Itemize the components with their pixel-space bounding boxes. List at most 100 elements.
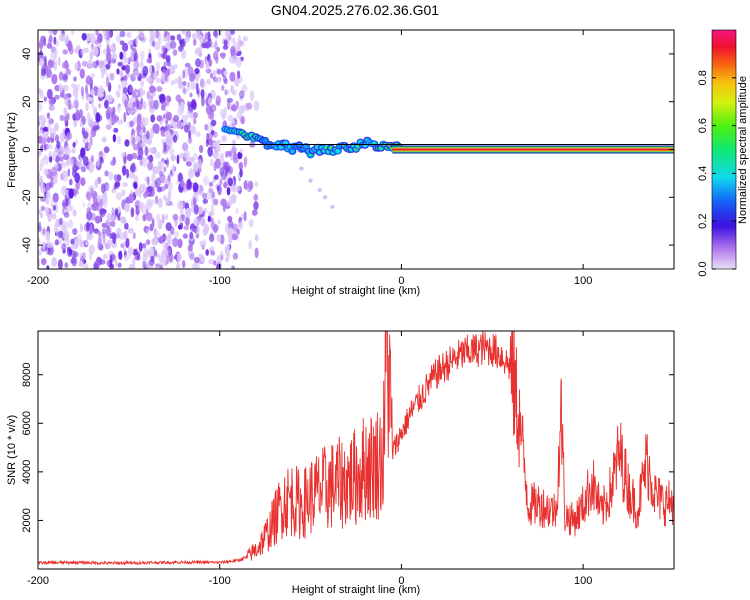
noise-speckle — [71, 256, 78, 267]
noise-speckle — [53, 177, 58, 185]
noise-speckle — [163, 61, 167, 68]
noise-speckle — [239, 168, 243, 178]
noise-speckle — [167, 233, 171, 243]
noise-speckle — [202, 37, 207, 44]
noise-speckle — [248, 219, 254, 228]
noise-speckle — [119, 70, 124, 78]
noise-speckle — [233, 151, 237, 162]
noise-speckle — [41, 136, 47, 147]
noise-speckle — [156, 186, 163, 193]
noise-speckle — [40, 205, 46, 211]
noise-speckle — [106, 213, 112, 223]
noise-speckle — [121, 217, 127, 225]
noise-speckle — [116, 68, 120, 75]
noise-speckle — [156, 115, 163, 122]
noise-speckle — [132, 144, 140, 151]
noise-speckle — [46, 190, 51, 197]
noise-speckle — [155, 30, 160, 39]
noise-speckle — [222, 204, 226, 212]
noise-speckle — [200, 78, 204, 88]
noise-speckle — [187, 137, 193, 144]
spectrogram-x-ticks: -200 -100 0 100 — [27, 30, 592, 287]
x-tick-label: 0 — [398, 575, 404, 587]
noise-speckle — [58, 86, 63, 93]
noise-speckle — [161, 45, 165, 53]
noise-speckle — [72, 141, 76, 148]
noise-speckle — [68, 188, 74, 199]
noise-speckle — [63, 107, 68, 116]
noise-speckle — [212, 151, 218, 159]
noise-speckle — [127, 247, 134, 255]
noise-speckle — [58, 230, 64, 239]
noise-speckle — [105, 225, 110, 237]
noise-speckle — [142, 183, 147, 193]
noise-speckle — [127, 99, 133, 109]
noise-speckle — [49, 127, 57, 139]
noise-speckle — [200, 89, 205, 99]
noise-speckle — [116, 174, 122, 182]
noise-speckle — [43, 155, 47, 161]
noise-speckle — [54, 84, 60, 92]
noise-speckle — [79, 68, 85, 79]
noise-speckle — [210, 203, 215, 213]
noise-speckle — [106, 106, 113, 114]
noise-speckle — [189, 92, 193, 98]
noise-speckle — [88, 244, 95, 255]
noise-speckle — [103, 253, 108, 260]
noise-speckle — [185, 208, 191, 218]
noise-speckle — [237, 41, 241, 52]
noise-speckle — [67, 98, 72, 110]
noise-speckle — [213, 161, 217, 172]
noise-speckle — [45, 231, 51, 242]
noise-speckle — [121, 79, 126, 89]
noise-speckle — [222, 76, 228, 83]
noise-speckle — [94, 179, 99, 188]
noise-speckle — [181, 114, 188, 123]
noise-speckle — [122, 182, 128, 188]
noise-speckle — [128, 193, 135, 204]
noise-speckle — [119, 30, 126, 38]
noise-speckle — [170, 79, 175, 86]
noise-speckle — [230, 30, 235, 35]
noise-speckle — [187, 66, 194, 77]
noise-speckle — [240, 116, 245, 125]
noise-speckle — [71, 148, 76, 154]
noise-speckle — [227, 177, 233, 187]
noise-speckle — [131, 137, 136, 146]
noise-speckle — [190, 100, 197, 109]
noise-speckle — [109, 72, 115, 81]
noise-speckle — [171, 164, 175, 176]
noise-speckle — [45, 182, 51, 191]
noise-field — [38, 30, 260, 269]
noise-speckle — [205, 60, 209, 71]
noise-speckle — [185, 161, 192, 167]
noise-speckle — [39, 59, 45, 66]
noise-speckle — [208, 259, 215, 265]
noise-speckle — [146, 58, 153, 64]
noise-speckle — [81, 127, 86, 136]
noise-speckle — [122, 75, 128, 82]
noise-speckle — [117, 214, 121, 221]
noise-speckle — [115, 90, 121, 98]
noise-speckle — [217, 76, 222, 83]
noise-speckle — [213, 50, 219, 61]
noise-speckle — [64, 229, 70, 241]
noise-speckle — [239, 148, 244, 154]
noise-speckle — [117, 84, 121, 90]
noise-speckle — [253, 201, 259, 211]
noise-speckle — [98, 103, 102, 109]
snr-frame — [37, 330, 675, 570]
figure-title: GN04.2025.276.02.36.G01 — [271, 2, 439, 18]
noise-speckle — [86, 96, 94, 102]
noise-speckle — [145, 239, 151, 246]
noise-speckle — [136, 251, 141, 261]
colorbar-gradient — [711, 29, 737, 270]
noise-speckle — [165, 136, 172, 147]
noise-speckle — [87, 201, 92, 209]
noise-speckle — [129, 164, 136, 173]
noise-speckle — [42, 228, 46, 235]
noise-speckle — [50, 51, 56, 62]
noise-speckle — [188, 168, 195, 179]
noise-speckle — [203, 175, 210, 186]
noise-speckle — [105, 124, 112, 130]
